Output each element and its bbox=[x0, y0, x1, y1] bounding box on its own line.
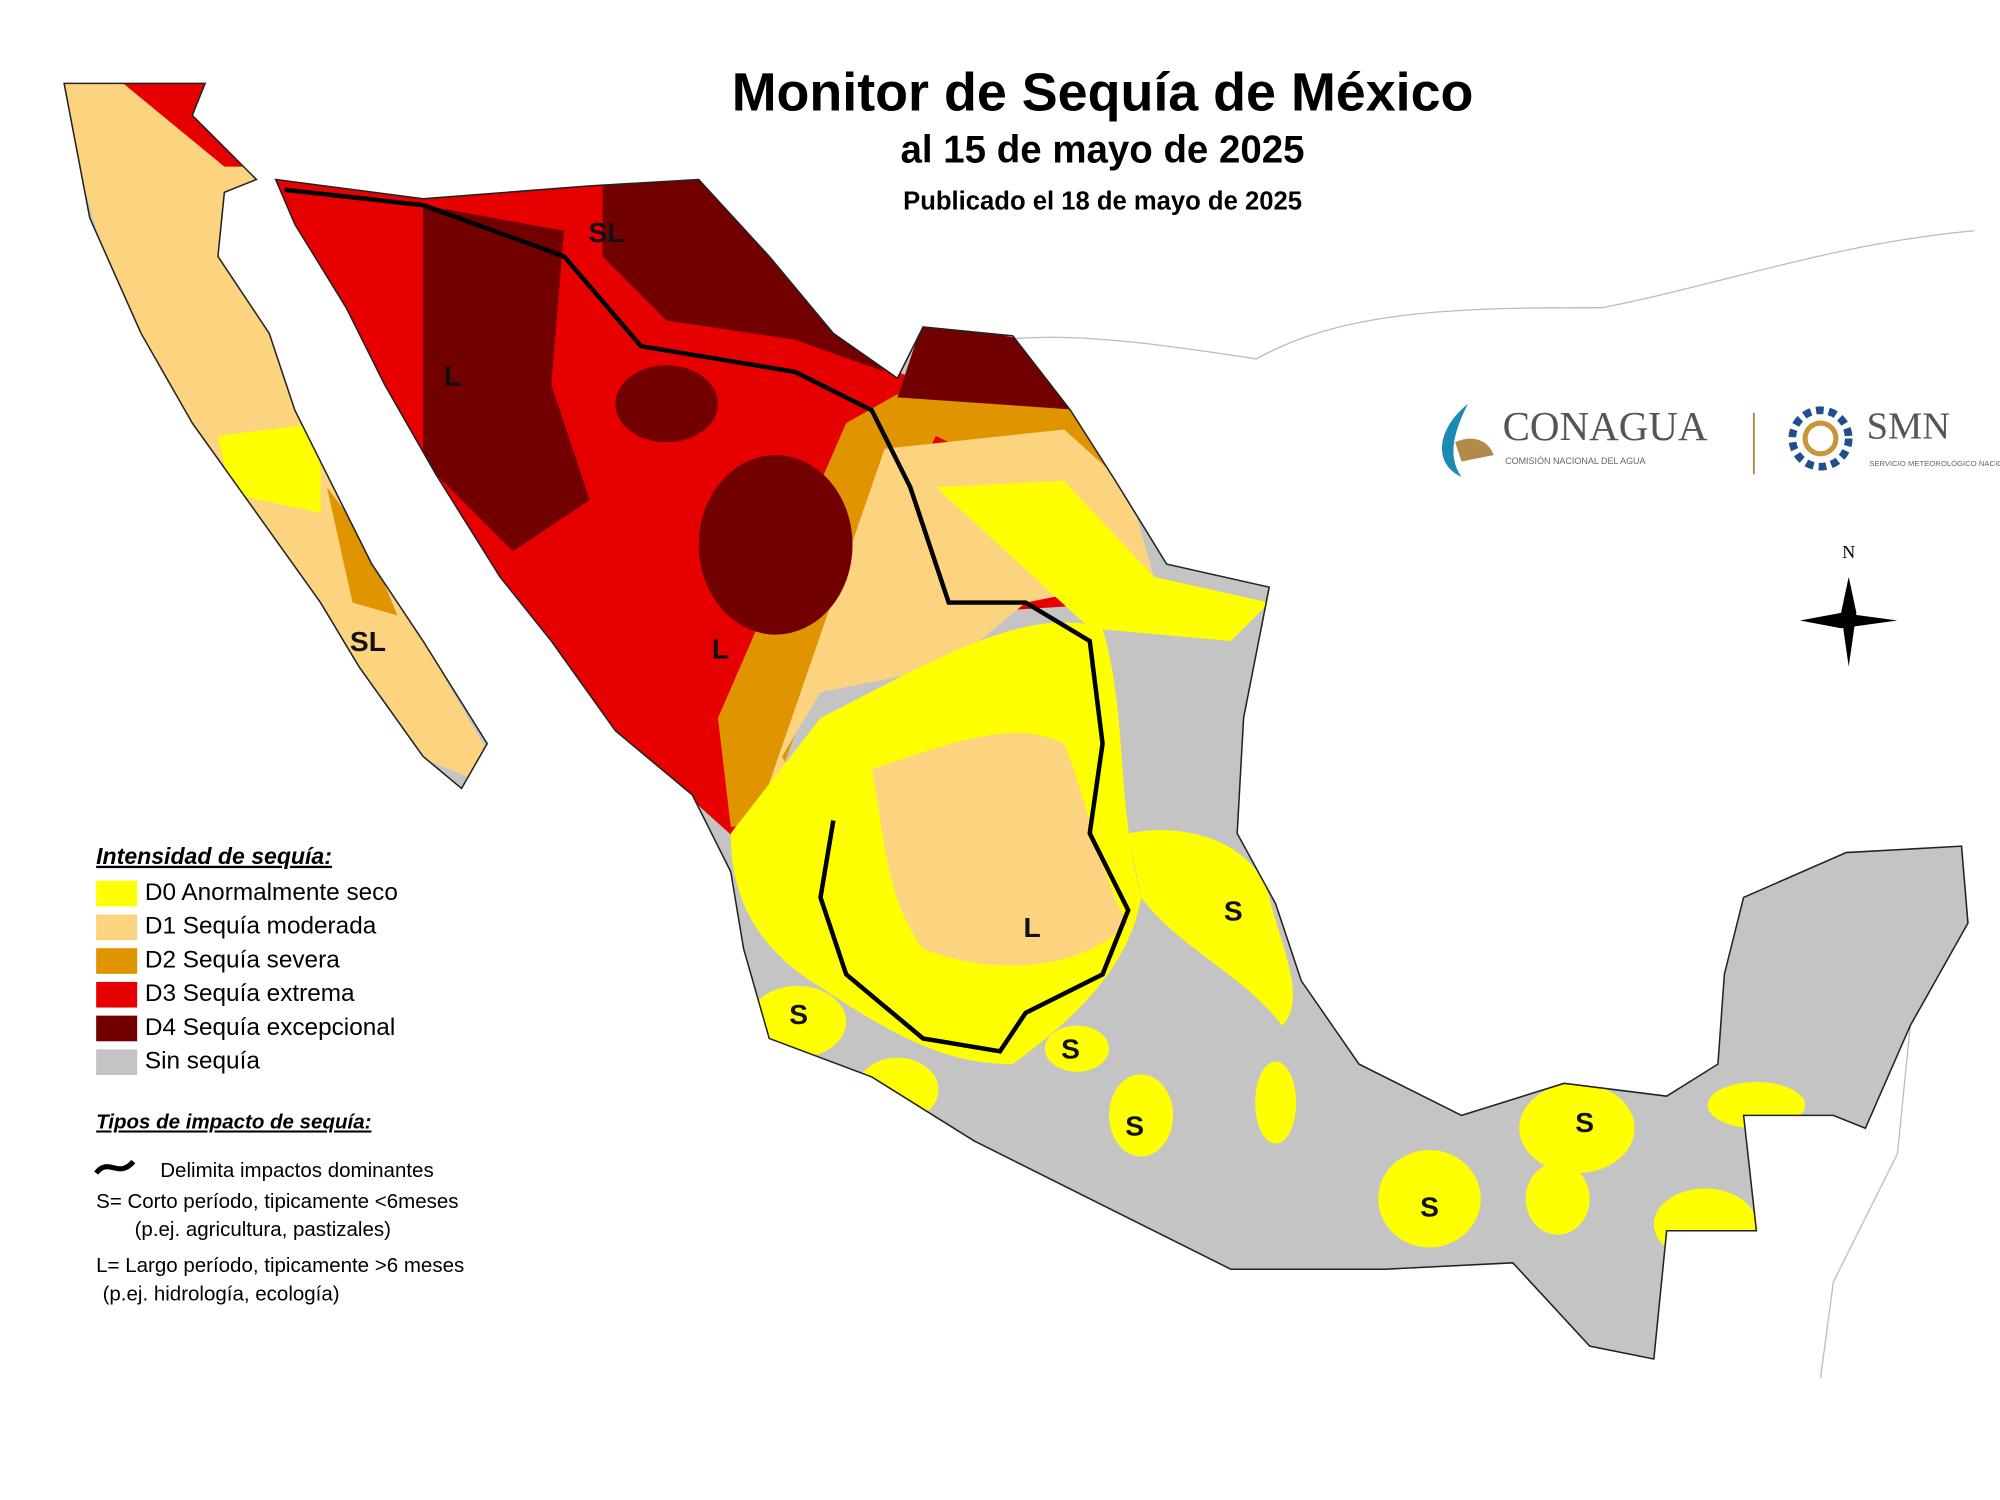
d4-area bbox=[615, 365, 718, 443]
compass: N bbox=[1800, 542, 1898, 667]
legend-swatch bbox=[96, 981, 138, 1008]
d0-area bbox=[935, 480, 1270, 642]
legend: Intensidad de sequía: D0 Anormalmente se… bbox=[96, 843, 398, 1075]
legend-swatch bbox=[96, 880, 138, 907]
map-label: S bbox=[1224, 894, 1243, 926]
map-label: S bbox=[1575, 1106, 1594, 1138]
d1-area bbox=[871, 732, 1129, 966]
impact-long: L= Largo período, tipicamente >6 meses bbox=[96, 1254, 464, 1277]
us-coastline bbox=[897, 230, 1975, 379]
legend-label: D1 Sequía moderada bbox=[145, 913, 377, 940]
legend-swatch bbox=[96, 1049, 138, 1075]
legend-swatch bbox=[96, 948, 138, 974]
d0-area bbox=[1128, 830, 1294, 1026]
map-label: SL bbox=[350, 625, 386, 657]
d0-area bbox=[217, 423, 321, 513]
d3-area bbox=[179, 89, 1129, 847]
map-label: S bbox=[789, 998, 808, 1030]
map-label: S bbox=[1420, 1190, 1439, 1222]
d0-area bbox=[1255, 1061, 1297, 1144]
impact-legend: Tipos de impacto de sequía: Delimita imp… bbox=[94, 1110, 464, 1305]
legend-label: D4 Sequía excepcional bbox=[145, 1014, 395, 1041]
d0-area bbox=[1108, 1074, 1174, 1157]
legend-label: D3 Sequía extrema bbox=[145, 980, 355, 1007]
impact-line-sample bbox=[94, 1159, 136, 1175]
d4-area bbox=[698, 455, 853, 635]
impact-boundary bbox=[284, 187, 1131, 1054]
legend-label: Sin sequía bbox=[145, 1048, 260, 1075]
smn-subtitle: SERVICIO METEOROLÓGICO NACIONAL bbox=[1869, 459, 2000, 468]
d0-area bbox=[1525, 1162, 1590, 1235]
impact-line-label: Delimita impactos dominantes bbox=[160, 1159, 433, 1182]
d0-area bbox=[1519, 1083, 1635, 1174]
legend-swatch bbox=[96, 914, 138, 941]
map-label: S bbox=[1061, 1033, 1080, 1065]
impact-title: Tipos de impacto de sequía: bbox=[96, 1110, 371, 1133]
title: Monitor de Sequía de México bbox=[732, 62, 1474, 122]
map-label: L bbox=[444, 360, 461, 392]
legend-label: D0 Anormalmente seco bbox=[145, 879, 398, 906]
impact-long-example: (p.ej. hidrología, ecología) bbox=[103, 1282, 340, 1305]
conagua-logo: CONAGUA COMISIÓN NACIONAL DEL AGUA bbox=[1442, 403, 1708, 477]
published-date: Publicado el 18 de mayo de 2025 bbox=[903, 187, 1302, 215]
smn-name: SMN bbox=[1867, 405, 1950, 447]
d2-area bbox=[326, 487, 398, 616]
impact-short: S= Corto período, tipicamente <6meses bbox=[96, 1190, 458, 1213]
d4-area bbox=[423, 205, 590, 552]
conagua-name: CONAGUA bbox=[1503, 403, 1708, 449]
map-label: S bbox=[1125, 1110, 1144, 1142]
d0-area bbox=[1044, 1025, 1109, 1072]
subtitle: al 15 de mayo de 2025 bbox=[901, 129, 1305, 172]
legend-title: Intensidad de sequía: bbox=[96, 843, 332, 869]
map-label: L bbox=[712, 633, 729, 665]
d4-area bbox=[602, 179, 885, 372]
compass-north: N bbox=[1842, 542, 1855, 562]
map-label: SL bbox=[588, 216, 624, 248]
map-label: L bbox=[1023, 911, 1040, 943]
d4-area bbox=[897, 320, 1084, 411]
impact-short-example: (p.ej. agricultura, pastizales) bbox=[135, 1218, 391, 1241]
legend-swatch bbox=[96, 1015, 138, 1042]
conagua-subtitle: COMISIÓN NACIONAL DEL AGUA bbox=[1505, 456, 1645, 466]
legend-label: D2 Sequía severa bbox=[145, 946, 340, 973]
smn-logo: SMN SERVICIO METEOROLÓGICO NACIONAL bbox=[1788, 405, 2000, 471]
d0-area bbox=[1378, 1150, 1481, 1248]
coastline bbox=[63, 82, 1969, 1360]
